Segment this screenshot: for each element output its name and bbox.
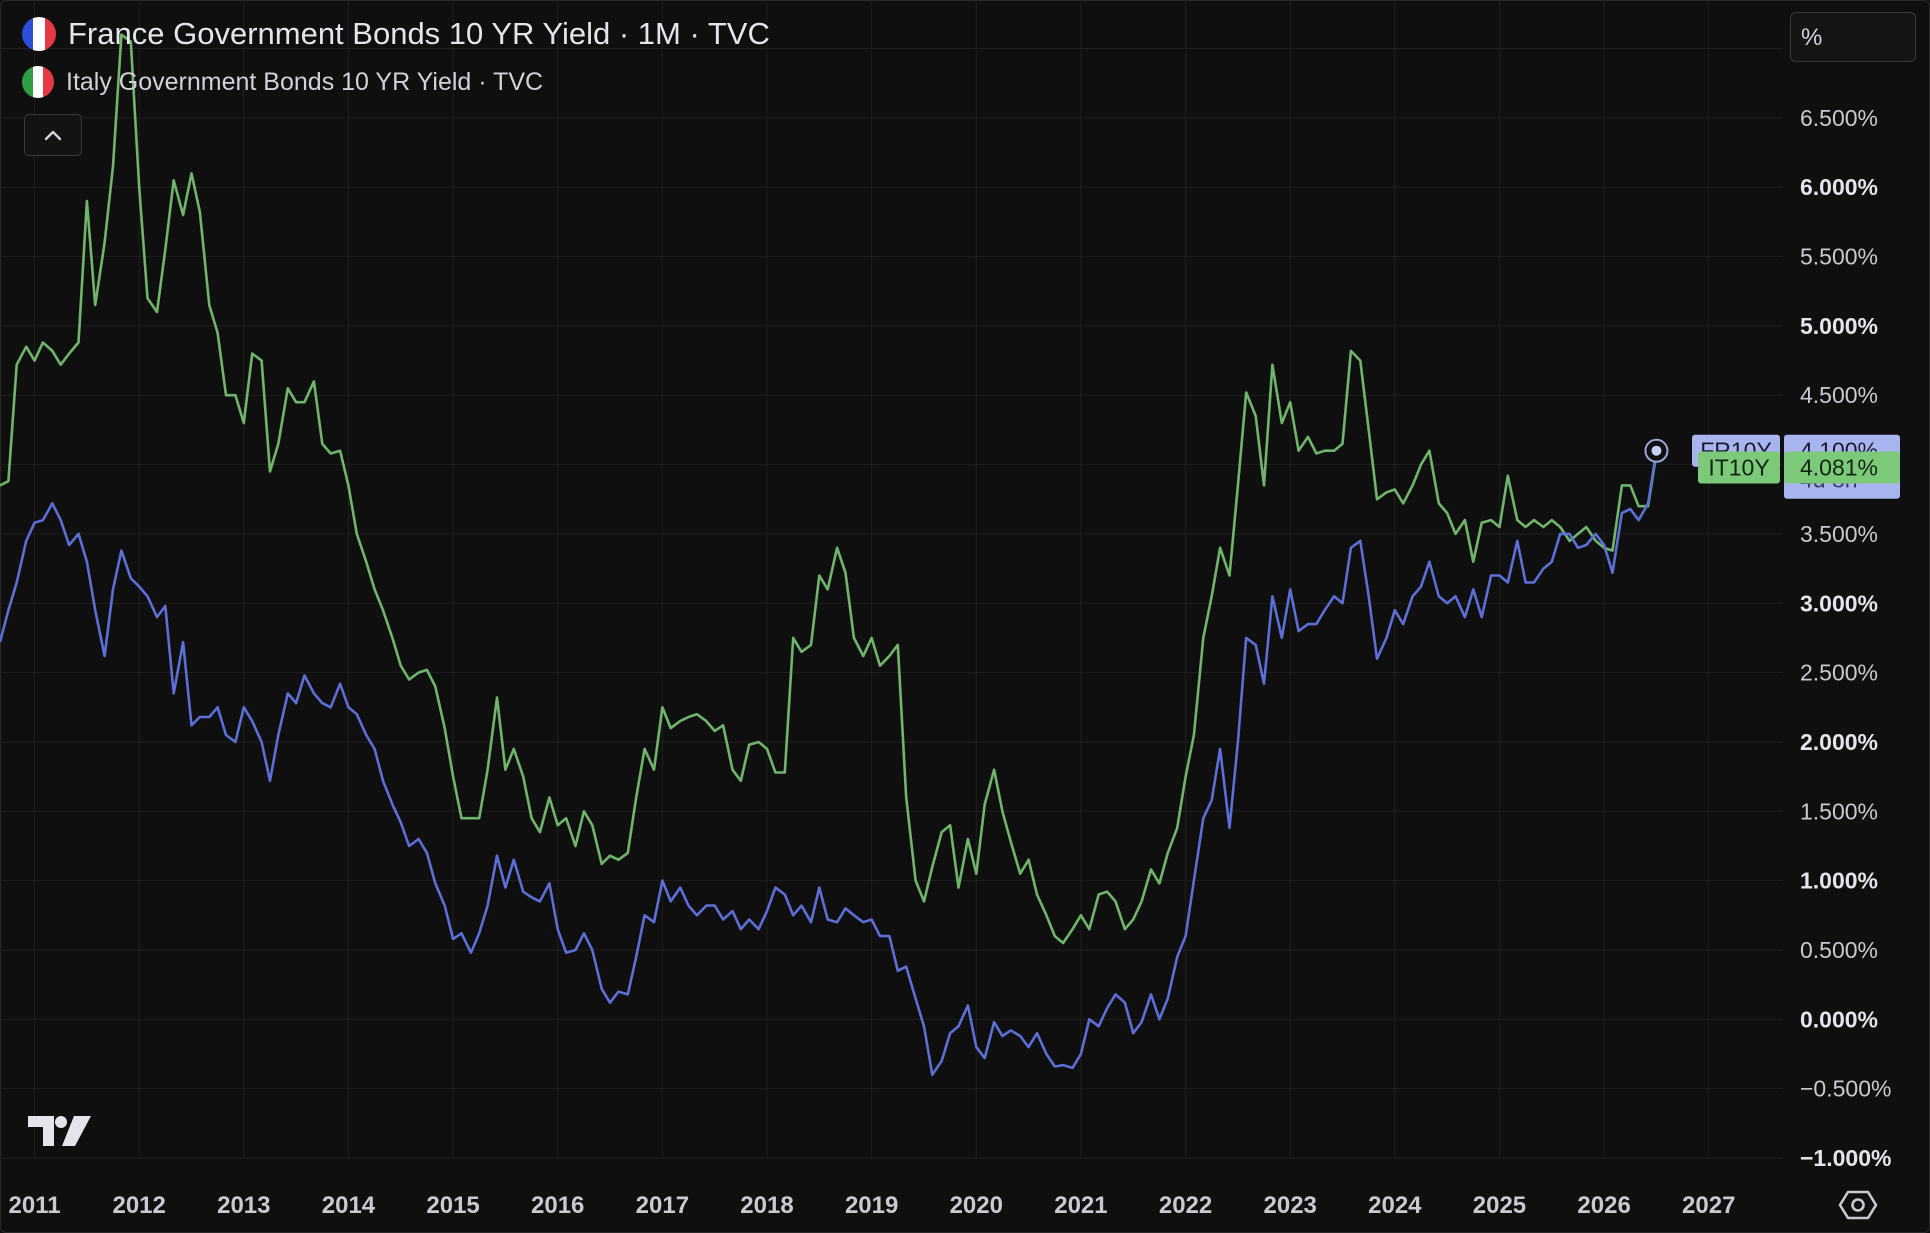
x-tick-label: 2015 xyxy=(426,1192,479,1219)
x-tick-label: 2026 xyxy=(1577,1192,1630,1219)
x-tick-label: 2022 xyxy=(1159,1192,1212,1219)
x-tick-label: 2019 xyxy=(845,1192,898,1219)
y-tick-label: 6.500% xyxy=(1800,105,1878,131)
legend-france[interactable]: France Government Bonds 10 YR Yield · 1M… xyxy=(22,16,770,52)
y-tick-label: 1.000% xyxy=(1800,868,1878,894)
legend-italy[interactable]: Italy Government Bonds 10 YR Yield · TVC xyxy=(22,66,543,98)
y-tick-label: 4.500% xyxy=(1800,382,1878,408)
x-tick-label: 2011 xyxy=(8,1192,60,1219)
x-tick-label: 2018 xyxy=(740,1192,793,1219)
x-tick-label: 2013 xyxy=(217,1192,270,1219)
legend-france-label: France Government Bonds 10 YR Yield · 1M… xyxy=(68,16,770,51)
tradingview-logo[interactable] xyxy=(28,1114,92,1148)
x-tick-label: 2012 xyxy=(112,1192,165,1219)
collapse-legend-button[interactable] xyxy=(24,114,82,156)
y-tick-label: 5.500% xyxy=(1800,244,1878,270)
it-name-tag xyxy=(1698,451,1780,484)
italy-flag-icon xyxy=(22,66,54,98)
series-line-fr10y xyxy=(0,450,1658,1077)
x-tick-label: 2027 xyxy=(1682,1192,1735,1219)
chevron-up-icon xyxy=(44,130,62,141)
legend-italy-label: Italy Government Bonds 10 YR Yield · TVC xyxy=(66,67,544,96)
y-tick-label: 3.000% xyxy=(1800,590,1878,616)
y-tick-label: 0.000% xyxy=(1800,1006,1878,1032)
y-tick-label: 2.000% xyxy=(1800,729,1878,755)
france-flag-icon xyxy=(22,17,56,51)
grid xyxy=(0,0,1782,1159)
last-price-dot xyxy=(1651,445,1662,456)
y-tick-label: 1.500% xyxy=(1800,798,1878,824)
it-price-tag xyxy=(1784,451,1900,484)
y-tick-label: 5.000% xyxy=(1800,313,1878,339)
time-axis[interactable]: 2011 2012 2013 2014 2015 2016 2017 2018 2019 2020… xyxy=(8,1192,1735,1219)
x-tick-label: 2021 xyxy=(1054,1192,1107,1219)
series-line-it10y xyxy=(0,33,1658,945)
x-tick-label: 2017 xyxy=(636,1192,689,1219)
it-price-tag-value: 4.081% xyxy=(1800,454,1878,480)
y-tick-label: 6.000% xyxy=(1800,174,1878,200)
y-tick-label: −1.000% xyxy=(1800,1145,1891,1171)
price-axis[interactable]: 7.000%6.500%6.000%5.500%5.000%4.500%4.00… xyxy=(1800,36,1891,1171)
settings-icon[interactable] xyxy=(1838,1188,1878,1222)
y-tick-label: 3.500% xyxy=(1800,521,1878,547)
x-tick-label: 2023 xyxy=(1264,1192,1317,1219)
y-tick-label: 0.500% xyxy=(1800,937,1878,963)
x-tick-label: 2014 xyxy=(322,1192,376,1219)
x-tick-label: 2020 xyxy=(950,1192,1003,1219)
y-tick-label: 2.500% xyxy=(1800,660,1878,686)
y-tick-label: −0.500% xyxy=(1800,1076,1891,1102)
x-tick-label: 2016 xyxy=(531,1192,584,1219)
x-tick-label: 2025 xyxy=(1473,1192,1526,1219)
it-name-tag-label: IT10Y xyxy=(1708,454,1769,480)
series-layer xyxy=(0,33,1658,1077)
percent-scale-button[interactable]: % xyxy=(1790,12,1916,62)
x-tick-label: 2024 xyxy=(1368,1192,1422,1219)
